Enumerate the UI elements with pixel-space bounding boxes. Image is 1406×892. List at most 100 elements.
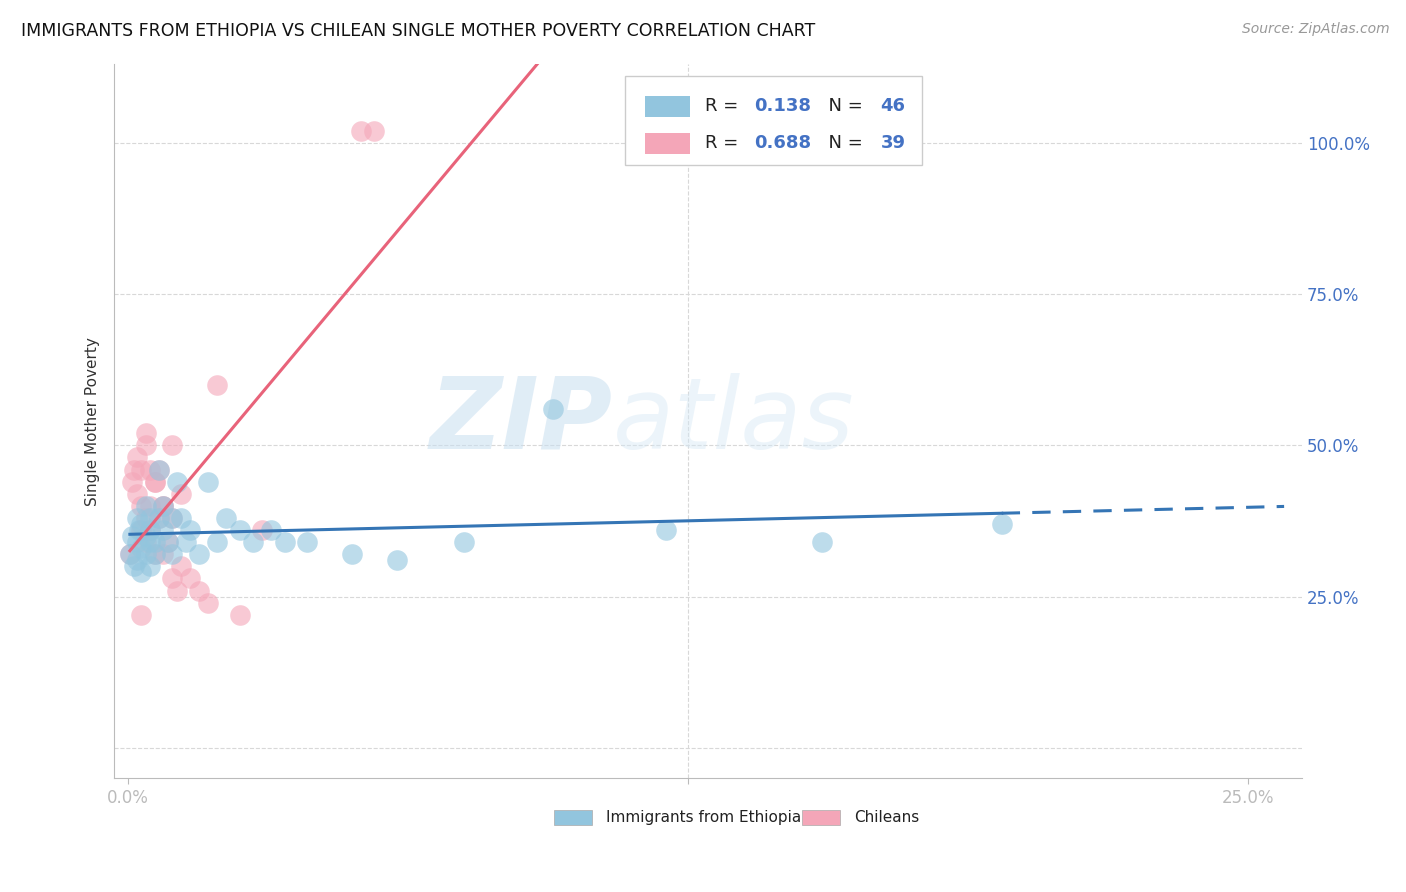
Point <box>129 523 152 537</box>
Point <box>385 553 408 567</box>
Point <box>125 511 148 525</box>
Point <box>170 559 193 574</box>
Point <box>295 535 318 549</box>
Point <box>228 607 250 622</box>
Point <box>811 535 834 549</box>
Point <box>179 523 201 537</box>
Point <box>135 499 157 513</box>
Point <box>121 475 143 489</box>
Point <box>118 547 141 561</box>
FancyBboxPatch shape <box>554 810 592 825</box>
Text: 0.138: 0.138 <box>755 97 811 115</box>
FancyBboxPatch shape <box>626 76 922 165</box>
Point <box>139 559 162 574</box>
Point <box>156 535 179 549</box>
Point <box>148 462 170 476</box>
FancyBboxPatch shape <box>801 810 839 825</box>
Point <box>129 462 152 476</box>
Point <box>139 499 162 513</box>
Point <box>125 553 148 567</box>
Point <box>152 499 174 513</box>
Point <box>350 123 373 137</box>
Text: atlas: atlas <box>613 373 855 469</box>
Point <box>139 535 162 549</box>
Text: 46: 46 <box>880 97 905 115</box>
Point <box>135 547 157 561</box>
FancyBboxPatch shape <box>645 95 690 117</box>
Point <box>129 566 152 580</box>
Point <box>166 583 188 598</box>
Point <box>152 547 174 561</box>
Point <box>188 547 211 561</box>
Point <box>129 516 152 531</box>
Text: N =: N = <box>817 97 869 115</box>
Point <box>125 487 148 501</box>
Point <box>135 438 157 452</box>
Point <box>121 529 143 543</box>
Text: Chileans: Chileans <box>855 810 920 825</box>
Text: IMMIGRANTS FROM ETHIOPIA VS CHILEAN SINGLE MOTHER POVERTY CORRELATION CHART: IMMIGRANTS FROM ETHIOPIA VS CHILEAN SING… <box>21 22 815 40</box>
Point <box>242 535 264 549</box>
Text: R =: R = <box>704 97 744 115</box>
Point <box>135 535 157 549</box>
Text: R =: R = <box>704 135 744 153</box>
Point <box>250 523 273 537</box>
Point <box>543 402 565 417</box>
Point <box>156 535 179 549</box>
Point <box>363 123 385 137</box>
Point <box>260 523 283 537</box>
Point <box>174 535 197 549</box>
Point <box>135 529 157 543</box>
Text: 0.688: 0.688 <box>755 135 811 153</box>
Point <box>139 523 162 537</box>
Point <box>124 462 146 476</box>
Point <box>143 475 166 489</box>
Point <box>148 511 170 525</box>
Point <box>139 523 162 537</box>
Point <box>152 499 174 513</box>
Point <box>188 583 211 598</box>
Point <box>152 499 174 513</box>
Point <box>340 547 363 561</box>
Point <box>125 450 148 465</box>
Point <box>148 511 170 525</box>
Y-axis label: Single Mother Poverty: Single Mother Poverty <box>86 336 100 506</box>
Point <box>228 523 250 537</box>
Point <box>139 511 162 525</box>
Point <box>166 475 188 489</box>
Point <box>125 535 148 549</box>
Point <box>654 523 676 537</box>
Point <box>162 571 184 585</box>
Point <box>118 547 141 561</box>
Point <box>453 535 475 549</box>
Text: Source: ZipAtlas.com: Source: ZipAtlas.com <box>1241 22 1389 37</box>
Point <box>143 547 166 561</box>
Point <box>197 596 219 610</box>
Point <box>170 511 193 525</box>
Point <box>128 523 150 537</box>
Point <box>207 377 229 392</box>
Point <box>273 535 295 549</box>
Point <box>135 426 157 441</box>
Point <box>124 559 146 574</box>
Point <box>129 541 152 556</box>
Point <box>135 511 157 525</box>
Point <box>152 523 174 537</box>
Point <box>162 547 184 561</box>
Point <box>162 511 184 525</box>
Text: 39: 39 <box>880 135 905 153</box>
Text: ZIP: ZIP <box>430 373 613 469</box>
Point <box>215 511 238 525</box>
Point <box>129 499 152 513</box>
Point <box>170 487 193 501</box>
FancyBboxPatch shape <box>645 133 690 154</box>
Point <box>139 462 162 476</box>
Point <box>990 516 1012 531</box>
Point <box>143 535 166 549</box>
Point <box>143 475 166 489</box>
Point <box>197 475 219 489</box>
Text: N =: N = <box>817 135 869 153</box>
Point <box>162 511 184 525</box>
Point <box>143 547 166 561</box>
Point <box>207 535 229 549</box>
